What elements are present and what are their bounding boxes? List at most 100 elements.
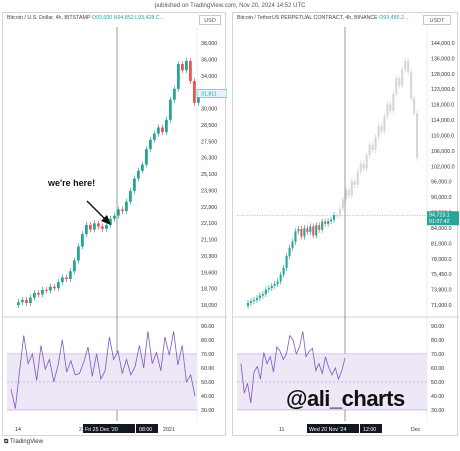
price-tick-label: 114,000.0 <box>431 118 454 124</box>
price-tick-label: 144,000.0 <box>431 41 455 47</box>
candle-body <box>267 288 270 290</box>
rsi-line <box>10 331 196 409</box>
candle-body <box>21 299 24 303</box>
chart-svg-right[interactable]: 144,000.0 136,000.0 128,000.0 123,000.0 118,… <box>233 13 459 437</box>
candle-body <box>297 229 300 232</box>
price-tick-label: 75,450.0 <box>431 272 452 278</box>
price-tick-label: 128,000.0 <box>431 72 455 78</box>
candle-body <box>258 295 261 299</box>
candle-body <box>133 178 136 191</box>
candle-body <box>185 61 188 71</box>
price-tick-label: 118,000.0 <box>431 103 454 109</box>
tradingview-brand: ⧉ TradingView <box>4 439 43 446</box>
projection-candle-body <box>416 113 419 159</box>
rsi-tick-label: 50.00 <box>431 380 444 386</box>
rsi-tick-label: 90.00 <box>201 324 214 330</box>
crosshair-date-label: Fri 25 Dec '20 <box>85 427 118 433</box>
candle-body <box>149 139 152 150</box>
annotation-text: we're here! <box>48 178 96 188</box>
rsi-tick-label: 70.00 <box>201 352 214 358</box>
currency-button[interactable]: USDT <box>423 15 451 25</box>
projection-candle-body <box>380 125 383 132</box>
candle-body <box>113 215 116 219</box>
price-tick-label: 78,000.0 <box>431 257 452 263</box>
price-tick-label: 136,000.0 <box>431 56 455 62</box>
candle-body <box>121 209 124 211</box>
projection-candle-body <box>356 171 359 185</box>
candle-body <box>273 283 276 286</box>
chart-title-text: Bitcoin / U.S. Dollar, 4h, BITSTAMP <box>7 15 91 21</box>
candle-body <box>69 271 72 280</box>
x-tick-label: 11 <box>279 427 285 433</box>
candle-body <box>57 282 60 289</box>
currency-button[interactable]: USD <box>199 15 221 25</box>
projection-candle-body <box>410 72 413 99</box>
crosshair-time-label: 12:00 <box>363 427 376 433</box>
projection-candle-body <box>407 61 410 73</box>
ohlc-values: O93,485.2... <box>379 15 409 21</box>
price-tick-label: 38,000 <box>201 41 217 47</box>
x-tick-label: 14 <box>15 427 21 433</box>
candle-body <box>129 190 132 202</box>
price-tick-label: 73,800.0 <box>431 288 452 294</box>
price-tick-label: 22,900 <box>201 205 217 211</box>
candle-body <box>252 300 256 302</box>
price-tick-label: 30,000 <box>201 107 217 113</box>
candle-body <box>327 221 330 224</box>
candle-body <box>109 218 112 225</box>
candle-body <box>141 164 144 171</box>
candle-body <box>169 99 172 120</box>
candle-body <box>145 149 148 165</box>
candle-body <box>41 289 44 295</box>
candle-body <box>153 133 156 140</box>
price-tick-label: 34,000 <box>201 74 217 80</box>
projection-candle-body <box>350 181 353 196</box>
candle-body <box>89 224 92 230</box>
chart-title-text: Bitcoin / TetherUS PERPETUAL CONTRACT, 4… <box>237 15 378 21</box>
price-tick-label: 23,900 <box>201 188 217 194</box>
candle-body <box>25 299 28 303</box>
candle-body <box>276 281 279 284</box>
projection-candle-body <box>374 137 377 150</box>
projection-candle-body <box>386 104 389 117</box>
candle-body <box>333 215 336 220</box>
chart-panel-bitstamp[interactable]: Bitcoin / U.S. Dollar, 4h, BITSTAMP O93,… <box>2 12 227 437</box>
rsi-band <box>237 353 427 410</box>
price-tick-label: 36,000 <box>201 57 217 63</box>
chart-panel-binance[interactable]: Bitcoin / TetherUS PERPETUAL CONTRACT, 4… <box>232 12 459 437</box>
price-tick-label: 22,100 <box>201 221 217 227</box>
crosshair-date-box <box>83 424 135 433</box>
price-tick-label: 28,500 <box>201 123 217 129</box>
candle-body <box>264 289 267 295</box>
candle-body <box>321 221 324 230</box>
candle-body <box>97 223 100 227</box>
rsi-tick-label: 80.00 <box>431 338 444 344</box>
candle-body <box>165 119 168 133</box>
price-label-box <box>196 89 227 98</box>
rsi-tick-label: 50.00 <box>201 380 214 386</box>
price-tick-label: 18,050 <box>201 303 217 309</box>
candle-body <box>324 221 327 224</box>
candle-body <box>53 286 56 289</box>
projection-candle-body <box>362 163 365 169</box>
candle-body <box>73 260 76 272</box>
candle-body <box>249 301 253 303</box>
chart-svg-left[interactable]: 38,00036,00034,00032,00030,00028,50027,5… <box>3 13 227 437</box>
candle-body <box>261 294 264 296</box>
candle-body <box>157 127 160 134</box>
candle-body <box>49 286 52 291</box>
projection-candle-body <box>383 116 386 132</box>
projection-candle-body <box>371 144 374 150</box>
rsi-tick-label: 40.00 <box>201 394 214 400</box>
rsi-tick-label: 70.00 <box>431 352 444 358</box>
candle-body <box>247 303 250 306</box>
rsi-tick-label: 40.00 <box>431 394 444 400</box>
projection-candle-body <box>344 189 347 200</box>
candle-body <box>318 225 321 230</box>
candle-body <box>177 64 180 89</box>
candle-body <box>85 224 88 235</box>
projection-candle-body <box>365 155 368 169</box>
crosshair-time-label: 08:00 <box>139 427 152 433</box>
candle-body <box>29 297 32 303</box>
candle-body <box>125 201 128 211</box>
